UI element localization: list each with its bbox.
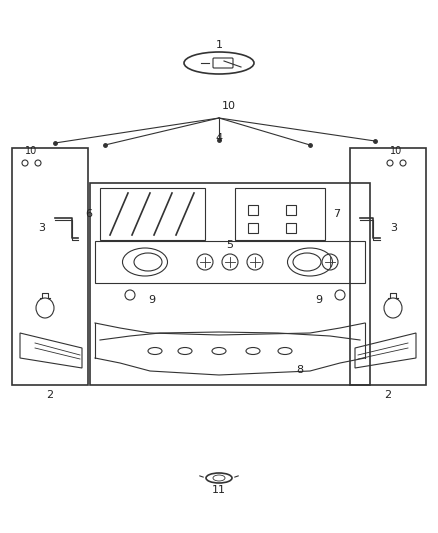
- Bar: [95, 241, 365, 283]
- Text: 10: 10: [222, 101, 236, 111]
- FancyArrowPatch shape: [235, 476, 238, 477]
- FancyArrowPatch shape: [200, 476, 203, 477]
- Text: 11: 11: [212, 485, 226, 495]
- Bar: [235, 188, 325, 240]
- Text: 10: 10: [390, 146, 402, 156]
- Text: 9: 9: [315, 295, 322, 305]
- Bar: [12, 148, 88, 385]
- Text: 10: 10: [25, 146, 37, 156]
- Text: 2: 2: [385, 390, 392, 400]
- Text: 8: 8: [297, 365, 304, 375]
- Text: 7: 7: [333, 209, 340, 219]
- Bar: [90, 183, 370, 385]
- Text: 3: 3: [390, 223, 397, 233]
- Text: 6: 6: [85, 209, 92, 219]
- Text: 4: 4: [215, 133, 223, 143]
- Text: 1: 1: [215, 40, 223, 50]
- Text: 2: 2: [46, 390, 53, 400]
- Text: 9: 9: [148, 295, 155, 305]
- Text: 3: 3: [38, 223, 45, 233]
- Bar: [100, 188, 205, 240]
- Text: 5: 5: [226, 240, 233, 250]
- Bar: [350, 148, 426, 385]
